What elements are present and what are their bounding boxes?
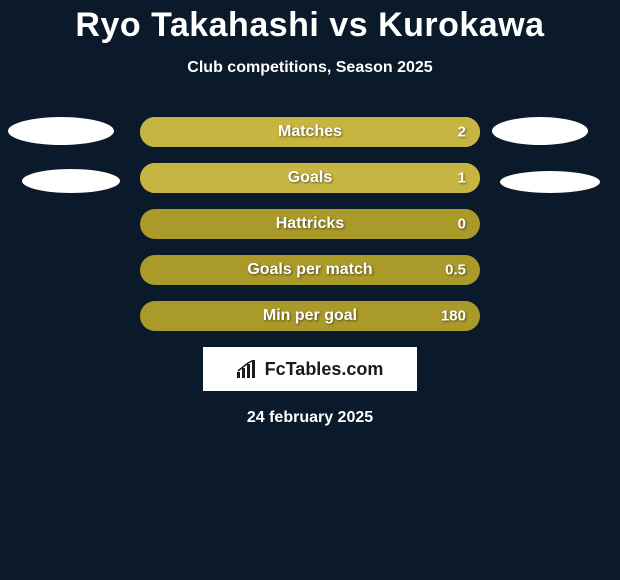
stat-row: Goals 1 [140,163,480,193]
player-avatar-right-2 [500,171,600,193]
stat-value: 1 [458,170,466,187]
brand-text: FcTables.com [265,359,384,380]
stat-row: Min per goal 180 [140,301,480,331]
brand-wrap: FcTables.com [0,347,620,391]
player-avatar-left-1 [8,117,114,145]
stat-value: 2 [458,124,466,141]
stat-value: 0.5 [445,262,466,279]
stat-label: Matches [278,123,342,141]
brand-badge: FcTables.com [203,347,417,391]
stat-row: Matches 2 [140,117,480,147]
stat-label: Min per goal [263,307,357,325]
subtitle: Club competitions, Season 2025 [0,59,620,77]
stat-value: 180 [441,308,466,325]
stat-label: Goals per match [247,261,372,279]
chart-icon [237,360,259,378]
stats-list: Matches 2 Goals 1 Hattricks 0 Goals per match 0… [140,117,480,331]
player-avatar-left-2 [22,169,120,193]
page-title: Ryo Takahashi vs Kurokawa [0,6,620,45]
stat-label: Hattricks [276,215,344,233]
stat-row: Hattricks 0 [140,209,480,239]
date-label: 24 february 2025 [0,409,620,427]
stat-value: 0 [458,216,466,233]
stat-row: Goals per match 0.5 [140,255,480,285]
stat-area: Matches 2 Goals 1 Hattricks 0 Goals per match 0… [0,117,620,331]
player-avatar-right-1 [492,117,588,145]
comparison-card: Ryo Takahashi vs Kurokawa Club competiti… [0,0,620,427]
stat-label: Goals [288,169,332,187]
